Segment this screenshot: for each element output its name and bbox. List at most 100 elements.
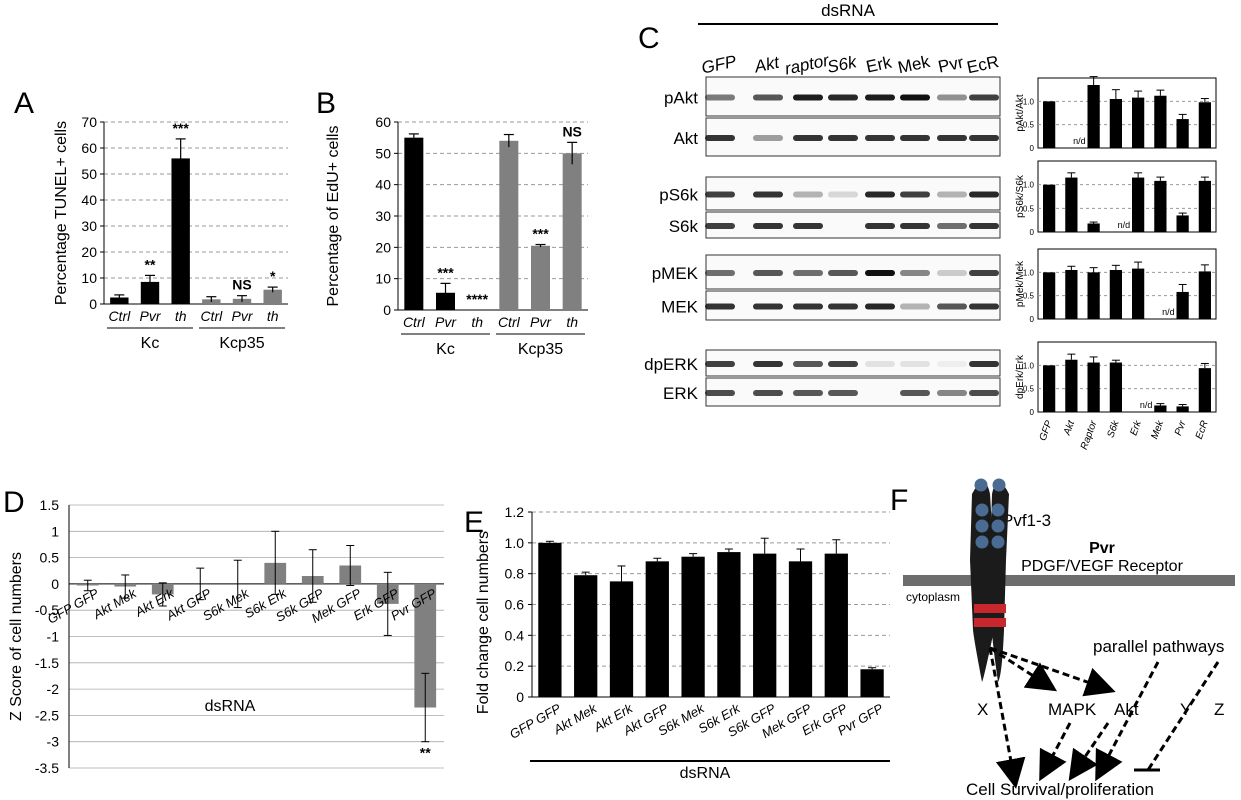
bar bbox=[1087, 223, 1100, 232]
x-tick-label: Raptor bbox=[1079, 419, 1100, 452]
y-tick-label: 0 bbox=[1030, 144, 1035, 153]
y-tick-label: 50 bbox=[81, 166, 97, 182]
blot-band bbox=[705, 191, 735, 198]
blot-label: pMEK bbox=[652, 264, 699, 283]
blot-band bbox=[937, 94, 967, 101]
significance-label: *** bbox=[172, 120, 189, 136]
y-tick-label: 40 bbox=[375, 177, 391, 193]
group-label: Kc bbox=[141, 335, 160, 352]
bar bbox=[609, 581, 634, 697]
blot-band bbox=[865, 191, 895, 198]
y-tick-label: 0.2 bbox=[505, 658, 525, 674]
y-tick-label: 60 bbox=[375, 114, 391, 130]
pathway-x: X bbox=[977, 700, 988, 719]
blot-band bbox=[865, 361, 895, 367]
y-tick-label: 40 bbox=[81, 192, 97, 208]
y-tick-label: 1.0 bbox=[1023, 361, 1035, 370]
domain-circle bbox=[992, 478, 1006, 492]
bar bbox=[1176, 291, 1189, 319]
y-tick-label: -2 bbox=[47, 681, 60, 697]
blot-band bbox=[969, 303, 999, 310]
blot-band bbox=[705, 270, 735, 276]
panel-letter-c: C bbox=[638, 22, 660, 55]
group-label: Kcp35 bbox=[219, 335, 264, 352]
blot-band bbox=[969, 223, 999, 229]
y-tick-label: 30 bbox=[375, 208, 391, 224]
x-tick-label: Pvr bbox=[435, 314, 457, 330]
bar bbox=[753, 553, 777, 697]
blot-band bbox=[865, 303, 895, 310]
lane-label: S6k bbox=[826, 52, 860, 77]
bar bbox=[1109, 270, 1122, 319]
blot-band bbox=[828, 303, 858, 310]
nd-label: n/d bbox=[1073, 136, 1086, 146]
y-tick-label: 1 bbox=[51, 523, 59, 539]
y-tick-label: -1 bbox=[47, 629, 60, 645]
bar bbox=[1065, 270, 1078, 319]
domain-circle bbox=[974, 478, 988, 492]
panel-letter-e: E bbox=[464, 506, 484, 539]
lane-label: raptor bbox=[783, 50, 832, 78]
bar bbox=[1087, 85, 1100, 148]
blot-band bbox=[865, 223, 895, 229]
domain-circle bbox=[975, 535, 989, 549]
blot-band bbox=[865, 94, 895, 101]
nd-label: n/d bbox=[1118, 220, 1131, 230]
y-tick-label: 30 bbox=[81, 218, 97, 234]
blot-band bbox=[937, 223, 967, 229]
significance-label: NS bbox=[562, 123, 581, 139]
blot-label: S6k bbox=[669, 217, 699, 236]
nd-label: n/d bbox=[1140, 400, 1153, 410]
lane-label: EcR bbox=[965, 52, 1000, 77]
bar bbox=[1154, 180, 1167, 232]
panel-b-edu-chart: 0 10 20 30 40 50 60 Percentage of EdU+ cells Ctr… bbox=[325, 114, 588, 358]
y-tick-label: 1.2 bbox=[505, 504, 525, 520]
y-tick-label: 0 bbox=[1030, 315, 1035, 324]
y-tick-label: -0.5 bbox=[35, 602, 59, 618]
subchart-y-label: pMek/Mek bbox=[1015, 260, 1026, 307]
blot-label: ERK bbox=[663, 384, 699, 403]
y-tick-label: 60 bbox=[81, 140, 97, 156]
receptor-name: Pvr bbox=[1089, 540, 1115, 557]
domain-circle bbox=[975, 519, 989, 533]
bar bbox=[140, 281, 160, 304]
y-tick-label: 0.5 bbox=[1023, 292, 1035, 301]
blot-band bbox=[705, 390, 735, 396]
blot-band bbox=[753, 270, 783, 276]
lane-label: Akt bbox=[752, 53, 782, 77]
y-tick-label: 0 bbox=[1030, 228, 1035, 237]
y-tick-label: 0 bbox=[516, 689, 524, 705]
blot-band bbox=[900, 94, 930, 101]
x-tick-label: Pvr bbox=[1173, 419, 1189, 437]
ligand-domains bbox=[974, 478, 1006, 549]
y-tick-label: 0.5 bbox=[1023, 121, 1035, 130]
x-tick-label: Ctrl bbox=[108, 308, 131, 324]
subchart-frame bbox=[1037, 248, 1217, 320]
bar bbox=[414, 583, 437, 708]
arrow-to-mapk bbox=[989, 646, 1058, 692]
y-tick-label: 0.5 bbox=[40, 550, 60, 566]
blot-label: MEK bbox=[661, 298, 699, 317]
significance-label: ** bbox=[145, 256, 156, 272]
significance-label: **** bbox=[466, 291, 488, 307]
bar bbox=[562, 153, 582, 310]
y-tick-label: 0 bbox=[1030, 408, 1035, 417]
bar bbox=[681, 556, 705, 697]
receptor-chain-left bbox=[970, 482, 994, 682]
significance-label: * bbox=[270, 268, 276, 284]
bar bbox=[1065, 177, 1078, 232]
x-axis-label: dsRNA bbox=[680, 765, 731, 782]
x-tick-label: Pvr bbox=[232, 308, 254, 324]
bar bbox=[1198, 180, 1211, 232]
y-axis-label: Percentage of EdU+ cells bbox=[325, 126, 342, 307]
bar bbox=[1043, 272, 1056, 319]
blot-band bbox=[937, 390, 967, 396]
bar bbox=[1176, 119, 1189, 148]
domain-circle bbox=[991, 503, 1005, 517]
x-tick-label: Akt bbox=[1062, 418, 1078, 437]
x-tick-label: th bbox=[471, 314, 483, 330]
y-tick-label: 10 bbox=[81, 270, 97, 286]
panel-letter-f: F bbox=[890, 484, 908, 517]
significance-label: *** bbox=[437, 264, 454, 280]
dsrna-header: dsRNA bbox=[821, 1, 876, 20]
